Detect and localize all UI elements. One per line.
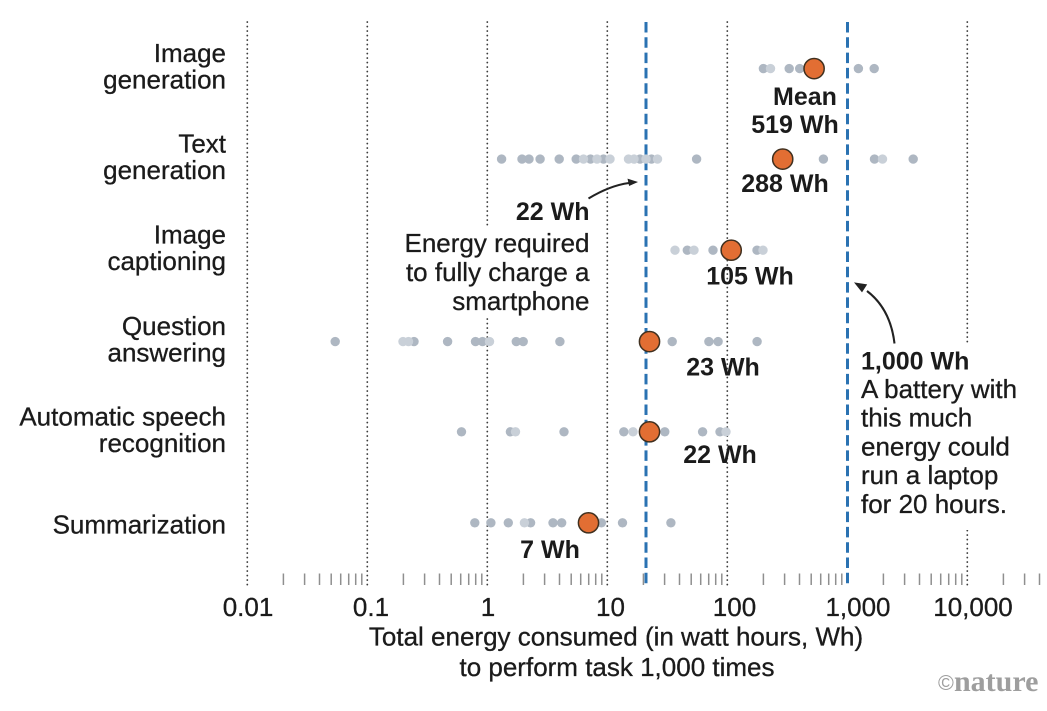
svg-text:Image: Image [154,38,226,68]
svg-text:for 20 hours.: for 20 hours. [861,489,1007,519]
svg-text:0.1: 0.1 [353,592,389,622]
svg-text:to perform task 1,000 times: to perform task 1,000 times [459,652,774,682]
svg-text:to fully charge a: to fully charge a [406,257,590,287]
svg-text:105 Wh: 105 Wh [706,263,794,291]
svg-text:1,000 Wh: 1,000 Wh [861,348,969,376]
svg-text:1: 1 [481,592,495,622]
svg-text:Total energy consumed (in watt: Total energy consumed (in watt hours, Wh… [369,622,863,652]
svg-text:519 Wh: 519 Wh [751,111,839,139]
svg-text:run a laptop: run a laptop [861,460,998,490]
svg-text:Mean: Mean [773,83,837,111]
svg-text:10: 10 [596,592,625,622]
svg-text:288 Wh: 288 Wh [741,170,829,198]
svg-text:captioning: captioning [107,246,226,276]
svg-text:energy could: energy could [861,431,1010,461]
svg-text:recognition: recognition [99,428,226,458]
svg-text:answering: answering [107,338,226,368]
svg-text:generation: generation [103,65,226,95]
svg-text:nature: nature [954,665,1038,698]
svg-text:22 Wh: 22 Wh [683,441,757,469]
svg-text:A battery with: A battery with [861,374,1017,404]
svg-text:22 Wh: 22 Wh [516,198,590,226]
svg-text:this much: this much [861,403,972,433]
svg-text:7 Wh: 7 Wh [520,536,580,564]
svg-text:23 Wh: 23 Wh [686,354,760,382]
svg-text:Energy required: Energy required [405,228,590,258]
svg-text:©: © [938,671,954,695]
svg-text:Question: Question [122,311,226,341]
svg-text:Text: Text [178,129,226,159]
svg-text:100: 100 [713,592,756,622]
svg-text:1,000: 1,000 [825,592,890,622]
svg-text:10,000: 10,000 [933,592,1013,622]
svg-text:Summarization: Summarization [53,509,226,539]
svg-text:Automatic speech: Automatic speech [19,401,226,431]
svg-text:Image: Image [154,220,226,250]
svg-text:generation: generation [103,155,226,185]
svg-text:0.01: 0.01 [223,592,274,622]
svg-text:smartphone: smartphone [452,286,589,316]
